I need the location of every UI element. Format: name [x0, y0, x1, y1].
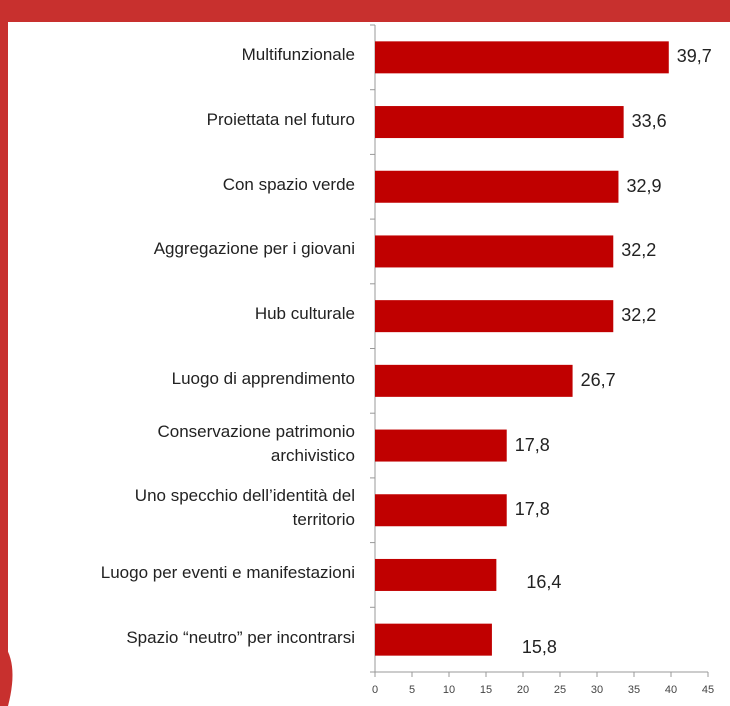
value-label: 17,8	[514, 434, 550, 455]
value-label: 33,6	[631, 111, 667, 132]
bar	[375, 106, 624, 139]
category-label: Spazio “neutro” per incontrarsi	[126, 627, 355, 647]
category-label: Luogo di apprendimento	[171, 368, 355, 388]
category-label: Luogo per eventi e manifestazioni	[100, 562, 355, 582]
value-label: 15,8	[521, 636, 557, 657]
category-label: Multifunzionale	[241, 45, 355, 65]
bar	[375, 494, 507, 527]
category-label: Proiettata nel futuro	[206, 110, 355, 130]
x-tick-label: 15	[480, 684, 492, 696]
x-tick-label: 25	[554, 684, 566, 696]
x-tick-label: 5	[409, 684, 415, 696]
x-tick-label: 45	[702, 684, 714, 696]
value-label: 32,9	[626, 175, 662, 196]
bar	[375, 558, 497, 591]
value-label: 32,2	[621, 305, 657, 326]
bar	[375, 364, 573, 397]
category-label: Uno specchio dell’identità del territori…	[134, 486, 355, 530]
bar	[375, 235, 614, 268]
category-label: Aggregazione per i giovani	[153, 239, 355, 259]
value-label: 26,7	[580, 369, 616, 390]
value-label: 32,2	[621, 240, 657, 261]
category-label: Conservazione patrimonio archivistico	[157, 421, 356, 465]
bar	[375, 41, 669, 74]
frame-corner	[0, 640, 13, 706]
category-label: Con spazio verde	[222, 174, 355, 194]
frame-top	[0, 0, 730, 22]
bar	[375, 300, 614, 333]
value-label: 16,4	[526, 571, 562, 592]
x-tick-label: 40	[665, 684, 677, 696]
value-label: 17,8	[514, 499, 550, 520]
frame-left	[0, 0, 8, 706]
x-tick-label: 10	[443, 684, 455, 696]
category-label: Hub culturale	[254, 304, 355, 324]
value-label: 39,7	[676, 46, 712, 67]
bar	[375, 429, 507, 462]
x-tick-label: 30	[591, 684, 603, 696]
x-tick-label: 20	[517, 684, 529, 696]
x-tick-label: 0	[372, 684, 378, 696]
bar	[375, 170, 619, 203]
x-tick-label: 35	[628, 684, 640, 696]
bar	[375, 623, 492, 656]
